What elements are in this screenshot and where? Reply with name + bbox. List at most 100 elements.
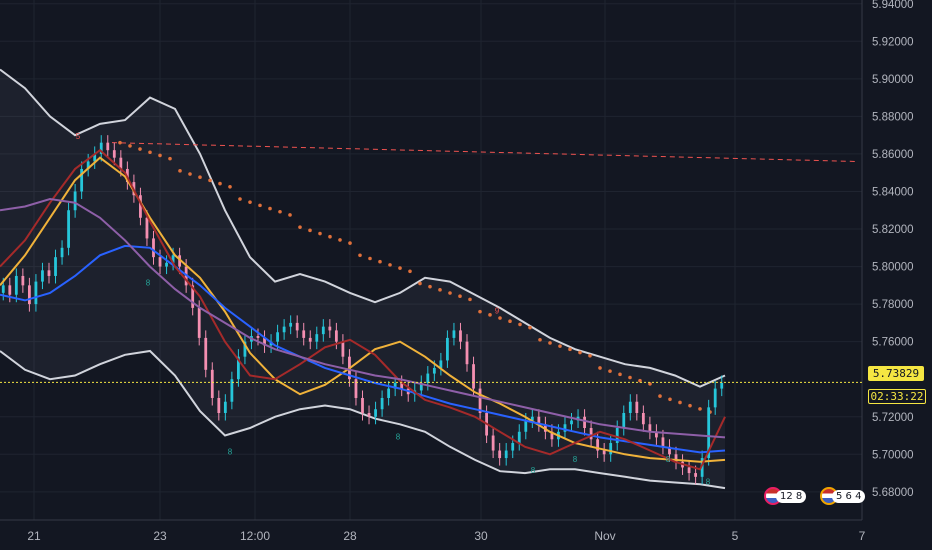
y-tick-label: 5.84000 xyxy=(872,186,914,198)
y-tick-label: 5.82000 xyxy=(872,224,914,236)
economic-event-badge[interactable]: 12 8 xyxy=(764,485,807,507)
sar-dot xyxy=(598,366,602,370)
candle-body xyxy=(282,326,286,333)
sar-dot xyxy=(448,291,452,295)
candle-body xyxy=(295,322,299,331)
candle xyxy=(452,322,456,346)
economic-event-badge[interactable]: 5 6 4 xyxy=(820,485,866,507)
candle-body xyxy=(165,262,168,267)
y-tick-label: 5.92000 xyxy=(872,36,914,48)
sar-dot xyxy=(668,397,672,402)
candle-body xyxy=(67,210,70,248)
candle-body xyxy=(158,257,162,267)
candle-body xyxy=(602,450,606,455)
candle xyxy=(119,150,123,177)
candle xyxy=(315,326,319,350)
candle-body xyxy=(263,337,266,346)
x-tick-label: 21 xyxy=(27,529,41,543)
candle xyxy=(446,330,449,368)
y-tick-label: 5.68000 xyxy=(872,487,914,499)
candle-body xyxy=(73,191,77,211)
candle-body xyxy=(550,431,554,440)
signal-marker: 9 xyxy=(495,307,500,316)
candle xyxy=(713,381,717,415)
signal-marker: 8 xyxy=(573,455,578,464)
parabolic-sar-dots xyxy=(118,140,712,414)
candle xyxy=(628,394,632,421)
candle xyxy=(465,334,469,372)
candle-body xyxy=(641,412,645,425)
candle-body xyxy=(694,473,698,477)
sar-dot xyxy=(458,294,462,299)
sar-dot xyxy=(128,144,132,148)
candle xyxy=(517,424,521,451)
candle-body xyxy=(21,275,25,286)
candle xyxy=(374,401,377,425)
candle xyxy=(60,240,64,265)
bar-countdown-label: 02:33:22 xyxy=(868,389,926,404)
sar-dot xyxy=(438,288,442,292)
sar-dot xyxy=(388,263,392,267)
candle xyxy=(602,443,606,462)
sar-dot xyxy=(168,156,172,161)
candle xyxy=(223,394,227,421)
sar-dot xyxy=(528,325,532,330)
candle-body xyxy=(524,420,528,432)
sar-dot xyxy=(198,175,202,180)
sar-dot xyxy=(408,269,412,274)
candle xyxy=(720,375,724,397)
candle xyxy=(152,230,155,265)
candle-body xyxy=(243,341,247,357)
candle-body xyxy=(661,437,665,447)
sar-dot xyxy=(258,203,262,208)
candle xyxy=(191,277,195,316)
candle xyxy=(204,330,208,378)
candle xyxy=(139,187,142,226)
sar-dot xyxy=(578,350,582,355)
sar-dot xyxy=(138,147,142,151)
sar-dot xyxy=(178,169,182,173)
candle xyxy=(459,322,462,350)
candle-body xyxy=(472,364,475,389)
candle-body xyxy=(93,153,97,162)
sar-dot xyxy=(378,259,382,264)
candle-body xyxy=(119,157,123,169)
candle-body xyxy=(191,285,195,308)
candle xyxy=(21,268,25,293)
x-tick-label: 5 xyxy=(732,529,739,543)
candle-body xyxy=(504,450,508,459)
y-tick-label: 5.76000 xyxy=(872,337,914,349)
candle-body xyxy=(315,334,319,342)
candle-body xyxy=(628,401,632,413)
candle xyxy=(498,443,502,466)
candle xyxy=(80,161,84,199)
candle xyxy=(243,334,247,365)
candle-body xyxy=(80,168,84,192)
candle xyxy=(674,446,678,470)
candle-body xyxy=(302,330,306,338)
candle xyxy=(668,439,671,462)
sar-dot xyxy=(488,313,492,317)
candle xyxy=(504,443,508,466)
sar-dot xyxy=(208,178,212,183)
candle-body xyxy=(446,337,449,361)
candle-body xyxy=(217,397,221,413)
sar-dot xyxy=(218,181,222,186)
candle xyxy=(112,142,116,166)
sar-dot xyxy=(368,256,372,261)
signal-marker: 8 xyxy=(531,466,536,475)
candle xyxy=(583,409,586,436)
candle xyxy=(34,274,38,312)
sar-dot xyxy=(418,281,422,286)
candle-body xyxy=(139,195,142,218)
candle-body xyxy=(530,416,534,421)
candle xyxy=(341,334,345,365)
sar-dot xyxy=(648,382,652,386)
candle-body xyxy=(197,307,201,338)
candle xyxy=(302,322,306,346)
x-tick-label: 30 xyxy=(474,529,488,543)
candle-body xyxy=(387,388,391,398)
x-tick-label: 23 xyxy=(153,529,167,543)
